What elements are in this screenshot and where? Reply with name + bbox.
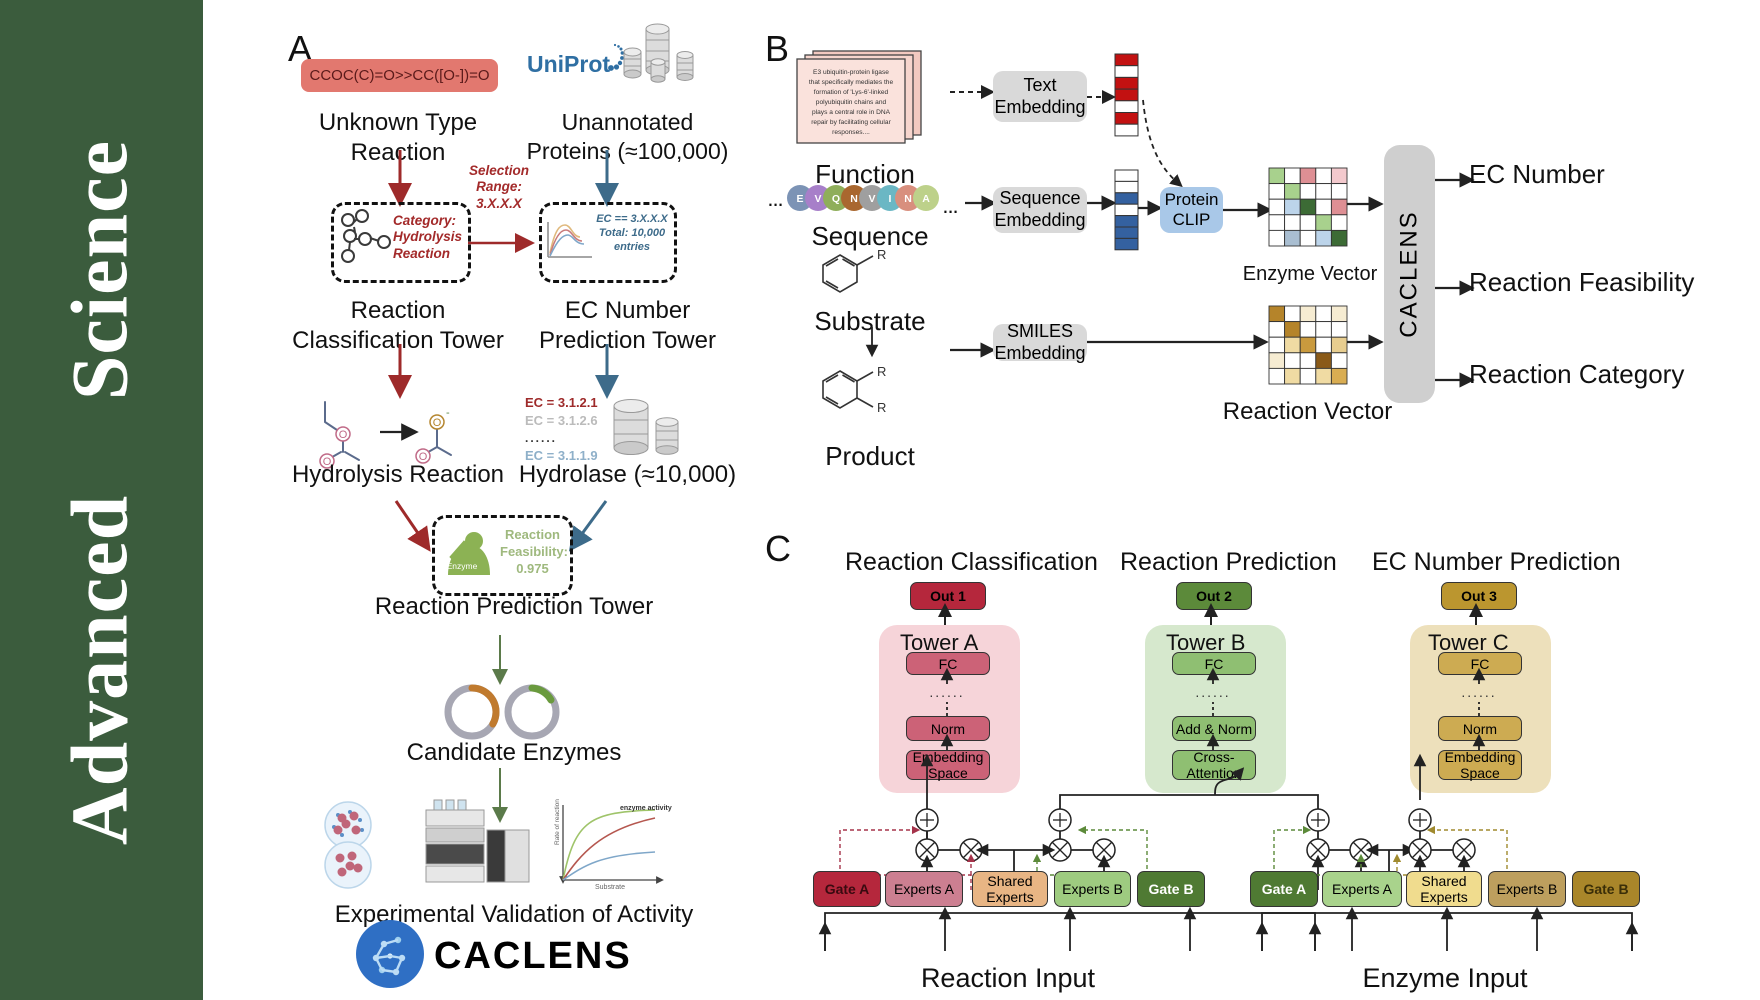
svg-text:V: V: [868, 193, 875, 205]
svg-text:-: -: [446, 407, 450, 419]
svg-text:Enzyme: Enzyme: [447, 561, 478, 571]
svg-text:Rate of reaction: Rate of reaction: [554, 799, 561, 845]
svg-text:R: R: [877, 364, 886, 379]
svg-text:Substrate: Substrate: [595, 884, 625, 891]
svg-text:Q: Q: [832, 193, 840, 205]
svg-text:I: I: [889, 193, 892, 205]
svg-text:R: R: [877, 247, 886, 262]
svg-text:responses....: responses....: [832, 129, 870, 136]
svg-text:plays a central role in DNA: plays a central role in DNA: [812, 109, 891, 116]
svg-text:A: A: [922, 193, 930, 205]
svg-text:polyubiquitin chains and: polyubiquitin chains and: [816, 99, 887, 106]
svg-text:N: N: [904, 193, 912, 205]
svg-text:enzyme activity: enzyme activity: [620, 805, 672, 812]
svg-text:V: V: [814, 193, 821, 205]
svg-text:R: R: [877, 400, 886, 415]
svg-text:E: E: [796, 193, 803, 205]
svg-text:that specifically mediates the: that specifically mediates the: [809, 79, 894, 86]
svg-text:E3 ubiquitin-protein ligase: E3 ubiquitin-protein ligase: [813, 69, 889, 76]
svg-text:formation of 'Lys-6'-linked: formation of 'Lys-6'-linked: [814, 89, 889, 96]
svg-text:UniProt: UniProt: [527, 51, 610, 77]
svg-text:N: N: [850, 193, 858, 205]
svg-text:O: O: [433, 417, 442, 429]
svg-text:repair by facilitating cellula: repair by facilitating cellular: [811, 119, 891, 126]
svg-text:O: O: [339, 429, 348, 441]
